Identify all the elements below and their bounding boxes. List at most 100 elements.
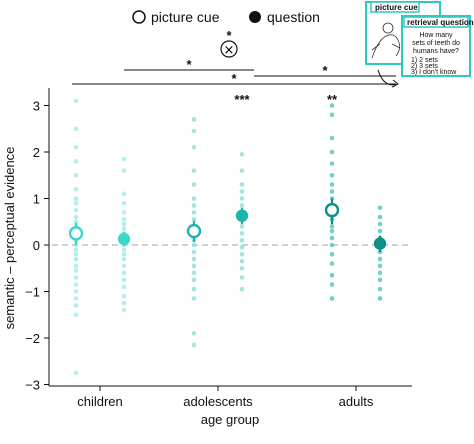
data-point <box>377 221 383 227</box>
data-point <box>121 263 127 269</box>
data-point <box>121 191 127 197</box>
data-point <box>191 242 197 248</box>
data-point <box>377 270 383 276</box>
data-point <box>121 226 127 232</box>
inset-picture-cue-title: picture cue <box>375 3 418 12</box>
comparison-brackets: * * * <box>72 57 396 86</box>
inset-example-panel: picture cue retrieval question How many … <box>365 1 474 88</box>
data-point <box>239 196 245 201</box>
data-point <box>329 252 335 257</box>
data-point <box>121 210 127 215</box>
x-axis-label: age group <box>201 412 260 427</box>
inset-question-line-3: humans have? <box>413 48 459 55</box>
mean-marker-question <box>373 237 387 250</box>
data-point <box>121 307 127 313</box>
inset-option-1: 1) 2 sets <box>411 57 438 64</box>
data-point <box>191 286 197 292</box>
inset-option-3: 3) I don't know <box>411 69 457 76</box>
x-tick-label: children <box>77 394 123 409</box>
data-point <box>239 231 245 236</box>
x-ticks: children adolescents adults <box>77 386 374 409</box>
data-point <box>377 277 383 283</box>
data-point <box>73 196 79 201</box>
data-point <box>239 238 245 243</box>
data-point <box>121 270 127 276</box>
data-point <box>239 286 245 292</box>
inset-option-2: 2) 3 sets <box>411 63 438 70</box>
x-tick-label: adolescents <box>183 394 253 409</box>
data-point <box>73 219 79 225</box>
data-point <box>73 275 79 280</box>
data-point <box>73 159 79 164</box>
y-tick-label: 0 <box>33 238 40 253</box>
data-point <box>191 210 197 215</box>
data-point <box>191 331 197 336</box>
data-point <box>191 217 197 222</box>
data-point <box>73 207 79 213</box>
data-point <box>121 221 127 227</box>
data-point <box>239 275 245 280</box>
inset-question-line-1: How many <box>419 32 453 39</box>
interaction-symbol: × <box>224 43 235 58</box>
data-point <box>377 256 383 262</box>
inset-retrieval-title: retrieval question <box>407 18 474 27</box>
inset-arrow <box>377 69 397 86</box>
data-point <box>73 247 79 252</box>
data-point <box>73 296 79 301</box>
mean-marker-question <box>117 232 131 246</box>
data-point <box>329 135 335 141</box>
data-point <box>329 296 335 301</box>
data-point <box>191 168 197 173</box>
inset-picture-cue-header <box>370 1 420 13</box>
data-point <box>329 112 335 118</box>
data-point <box>191 277 197 283</box>
legend-question-marker <box>249 11 261 23</box>
legend-picture-cue-label: picture cue <box>151 9 220 25</box>
comparison-star: * <box>231 71 237 86</box>
data-point <box>73 263 79 269</box>
data-point <box>239 168 245 173</box>
significance-label: ** <box>327 92 338 107</box>
inset-retrieval-header <box>403 16 469 28</box>
data-point <box>121 200 127 206</box>
comparison-star: * <box>322 63 328 78</box>
data-point <box>191 117 197 122</box>
data-point <box>377 286 383 292</box>
inset-drawing <box>371 22 401 59</box>
interaction-marker: * × <box>220 28 238 58</box>
data-point <box>73 370 79 376</box>
data-point <box>239 182 245 187</box>
data-point <box>377 263 383 269</box>
y-tick-label: 3 <box>33 99 40 114</box>
data-point <box>239 258 245 264</box>
legend-picture-cue-marker <box>132 10 146 24</box>
y-tick-label: −2 <box>25 331 40 346</box>
data-point <box>239 189 245 194</box>
data-point <box>73 252 79 257</box>
data-point <box>121 156 127 162</box>
data-point <box>329 103 335 108</box>
legend-question-label: question <box>267 9 320 25</box>
data-point <box>191 263 197 269</box>
data-point <box>191 270 197 276</box>
x-tick-label: adults <box>339 394 374 409</box>
data-point <box>121 247 127 252</box>
data-point <box>73 186 79 192</box>
data-point <box>73 289 79 294</box>
inset-question-line-2: sets of teeth do <box>412 40 460 47</box>
y-tick-label: −3 <box>25 378 40 393</box>
data-point <box>239 203 245 208</box>
y-tick-label: 1 <box>33 192 40 207</box>
data-point <box>329 272 335 278</box>
comparison-star: * <box>186 57 192 72</box>
data-point <box>191 128 197 134</box>
data-point <box>329 228 335 234</box>
data-point <box>191 256 197 262</box>
data-point <box>239 224 245 229</box>
data-point <box>191 182 197 187</box>
mean-marker-picture-cue <box>324 202 340 218</box>
data-point <box>239 252 245 257</box>
data-point <box>73 282 79 287</box>
data-point <box>73 312 79 318</box>
